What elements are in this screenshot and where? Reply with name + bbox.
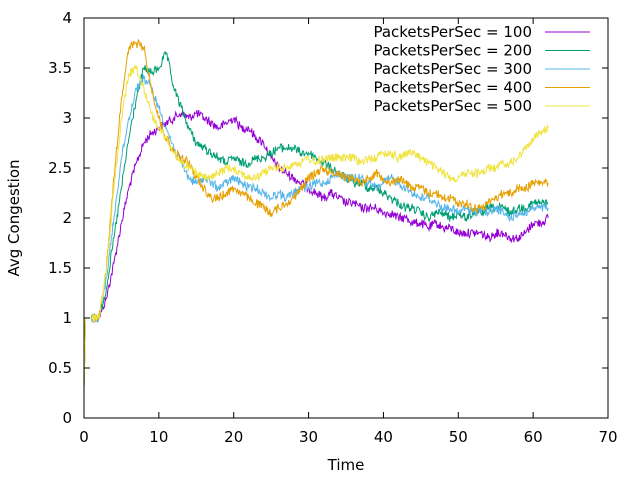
legend-label: PacketsPerSec = 500 <box>373 97 532 115</box>
y-axis-label: Avg Congestion <box>5 159 23 276</box>
y-tick-label: 0 <box>62 409 72 427</box>
y-tick-label: 4 <box>62 9 72 27</box>
x-axis-label: Time <box>327 456 365 474</box>
legend-label: PacketsPerSec = 300 <box>373 60 532 78</box>
x-tick-label: 0 <box>79 428 89 446</box>
x-tick-label: 30 <box>299 428 318 446</box>
x-tick-label: 20 <box>224 428 243 446</box>
series-line-1 <box>83 109 549 389</box>
plot-lines <box>83 38 549 389</box>
y-tick-label: 3.5 <box>48 59 72 77</box>
series-line-4 <box>83 38 549 389</box>
x-tick-label: 70 <box>598 428 617 446</box>
legend-label: PacketsPerSec = 100 <box>373 23 532 41</box>
y-tick-label: 1.5 <box>48 259 72 277</box>
y-tick-label: 3 <box>62 109 72 127</box>
axis-ticks: 0 10 20 30 40 50 60 70 0 0.5 1 1.5 2 2.5 3 3.5 4 <box>48 9 617 446</box>
x-tick-label: 10 <box>149 428 168 446</box>
y-tick-label: 2 <box>62 209 72 227</box>
x-tick-label: 60 <box>524 428 543 446</box>
y-tick-label: 1 <box>62 309 72 327</box>
legend-label: PacketsPerSec = 200 <box>373 42 532 60</box>
x-tick-label: 40 <box>374 428 393 446</box>
legend-label: PacketsPerSec = 400 <box>373 79 532 97</box>
y-tick-label: 2.5 <box>48 159 72 177</box>
series-line-3 <box>83 74 549 389</box>
y-tick-label: 0.5 <box>48 359 72 377</box>
series-line-5 <box>83 65 549 389</box>
x-tick-label: 50 <box>449 428 468 446</box>
